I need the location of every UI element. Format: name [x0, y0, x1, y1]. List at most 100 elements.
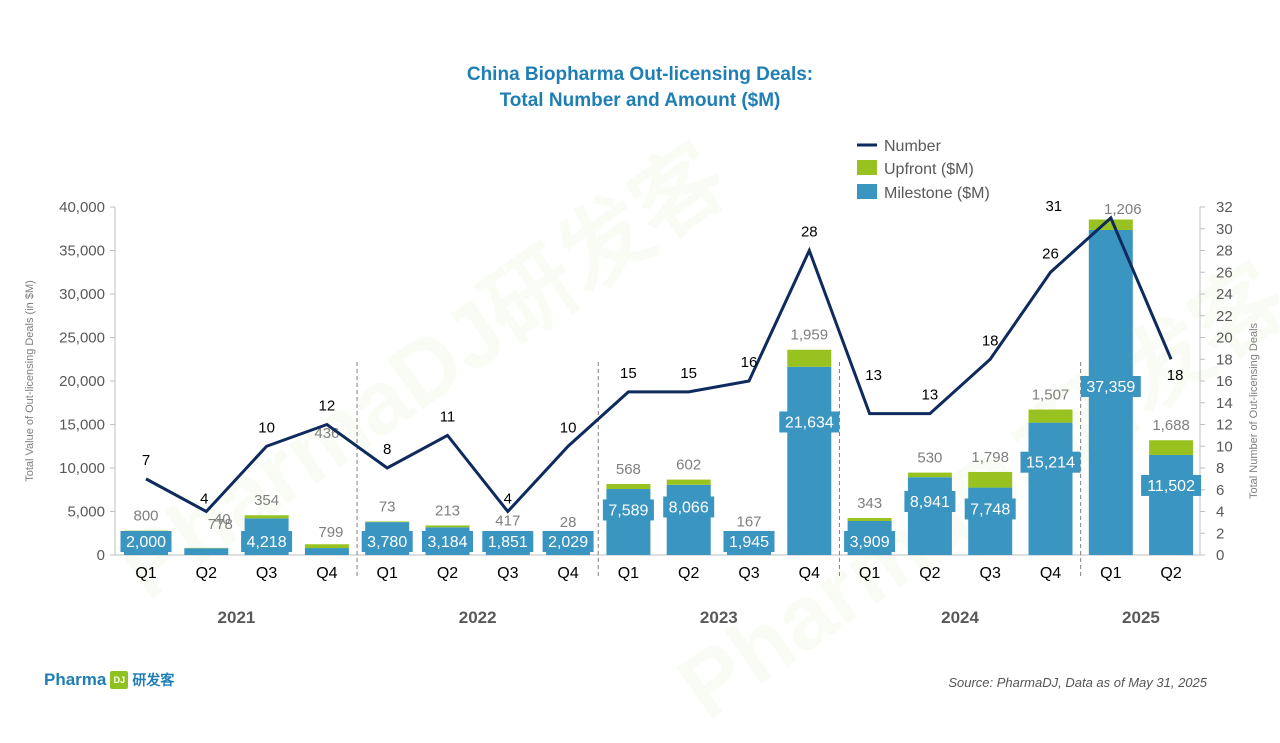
milestone-label: 21,634	[785, 414, 834, 431]
y-tick-label-left: 40,000	[59, 199, 105, 216]
y-tick-label-right: 18	[1216, 351, 1233, 368]
brand-name: Pharma	[44, 670, 106, 690]
x-tick-label: Q2	[196, 565, 217, 582]
y-tick-label-right: 32	[1216, 199, 1233, 216]
number-label: 4	[504, 491, 512, 508]
number-label: 16	[741, 354, 758, 371]
legend-label-milestone: Milestone ($M)	[884, 185, 990, 202]
upfront-bar	[1029, 410, 1073, 423]
y-tick-label-right: 10	[1216, 438, 1233, 455]
x-tick-label: Q1	[859, 565, 880, 582]
y-tick-label-right: 22	[1216, 308, 1233, 325]
y-tick-label-right: 30	[1216, 221, 1233, 238]
legend-swatch-milestone	[857, 184, 877, 199]
y-tick-label-right: 6	[1216, 482, 1224, 499]
milestone-bar	[184, 548, 228, 555]
legend-swatch-upfront	[857, 160, 877, 175]
upfront-label: 354	[254, 492, 279, 509]
milestone-label: 3,909	[850, 534, 890, 551]
upfront-label: 1,507	[1032, 387, 1070, 404]
upfront-bar	[305, 544, 349, 548]
x-tick-label: Q4	[1040, 565, 1061, 582]
milestone-bar	[968, 488, 1012, 555]
upfront-label: 213	[435, 502, 460, 519]
upfront-bar	[787, 350, 831, 367]
upfront-label: 343	[857, 495, 882, 512]
number-label: 12	[319, 398, 336, 415]
milestone-bar	[1149, 455, 1193, 555]
y-tick-label-left: 35,000	[59, 243, 105, 260]
x-tick-label: Q4	[557, 565, 578, 582]
source-note: Source: PharmaDJ, Data as of May 31, 202…	[948, 675, 1207, 690]
milestone-label: 15,214	[1026, 455, 1075, 472]
y-tick-label-left: 25,000	[59, 330, 105, 347]
year-label: 2025	[1122, 608, 1160, 627]
number-label: 18	[982, 332, 999, 349]
brand-cn: 研发客	[132, 670, 174, 690]
milestone-bar	[667, 485, 711, 555]
milestone-label: 1,851	[488, 534, 528, 551]
milestone-label: 37,359	[1086, 379, 1135, 396]
x-tick-label: Q1	[135, 565, 156, 582]
x-tick-label: Q4	[316, 565, 337, 582]
y-tick-label-right: 28	[1216, 243, 1233, 260]
upfront-bar	[848, 518, 892, 521]
year-label: 2024	[941, 608, 979, 627]
upfront-bar	[968, 472, 1012, 488]
number-label: 11	[440, 408, 456, 425]
milestone-label: 2,000	[126, 534, 166, 551]
upfront-label: 800	[133, 508, 158, 525]
y-tick-label-right: 24	[1216, 286, 1233, 303]
milestone-label: 3,184	[427, 534, 467, 551]
upfront-bar	[606, 484, 650, 489]
number-label: 8	[383, 441, 391, 458]
number-label: 10	[560, 419, 577, 436]
milestone-label: 1,945	[729, 534, 769, 551]
x-tick-label: Q3	[738, 565, 759, 582]
number-label: 13	[922, 387, 939, 404]
milestone-label: 8,941	[910, 494, 950, 511]
milestone-bar	[305, 548, 349, 555]
milestone-label: 4,218	[247, 534, 287, 551]
y-tick-label-right: 2	[1216, 525, 1224, 542]
number-label: 26	[1042, 245, 1059, 262]
milestone-label: 2,029	[548, 534, 588, 551]
milestone-label: 11,502	[1147, 478, 1195, 495]
upfront-label: 1,206	[1104, 201, 1142, 218]
upfront-bar	[245, 515, 289, 518]
brand-logo: Pharma DJ 研发客	[44, 670, 174, 690]
y-tick-label-right: 26	[1216, 264, 1233, 281]
upfront-label: 602	[676, 457, 701, 474]
number-label: 10	[258, 419, 275, 436]
upfront-bar	[365, 521, 409, 522]
upfront-label: 417	[495, 512, 520, 529]
upfront-label: 568	[616, 461, 641, 478]
milestone-label: 8,066	[669, 499, 709, 516]
y-tick-label-left: 10,000	[59, 460, 105, 477]
number-label: 13	[865, 367, 882, 384]
milestone-label: 7,589	[608, 502, 648, 519]
number-label: 15	[620, 365, 637, 382]
y-tick-label-right: 4	[1216, 504, 1224, 521]
upfront-label: 167	[736, 514, 761, 531]
upfront-label: 530	[917, 450, 942, 467]
y-tick-label-right: 0	[1216, 547, 1224, 564]
x-tick-label: Q1	[618, 565, 639, 582]
legend-label-number: Number	[884, 138, 942, 155]
year-label: 2022	[459, 608, 497, 627]
x-tick-label: Q1	[1100, 565, 1121, 582]
y-tick-label-right: 14	[1216, 395, 1233, 412]
upfront-bar	[426, 525, 470, 527]
y-tick-label-left: 20,000	[59, 373, 105, 390]
y-tick-label-left: 15,000	[59, 417, 105, 434]
y-tick-label-right: 12	[1216, 417, 1233, 434]
number-label: 4	[200, 491, 208, 508]
y-axis-title-right: Total Number of Out-licensing Deals	[1248, 322, 1260, 499]
y-tick-label-left: 0	[97, 547, 105, 564]
x-tick-label: Q2	[437, 565, 458, 582]
upfront-label: 1,798	[971, 449, 1009, 466]
x-tick-label: Q2	[1160, 565, 1181, 582]
y-tick-label-left: 5,000	[67, 504, 105, 521]
x-tick-label: Q3	[980, 565, 1001, 582]
number-line	[146, 218, 1171, 512]
